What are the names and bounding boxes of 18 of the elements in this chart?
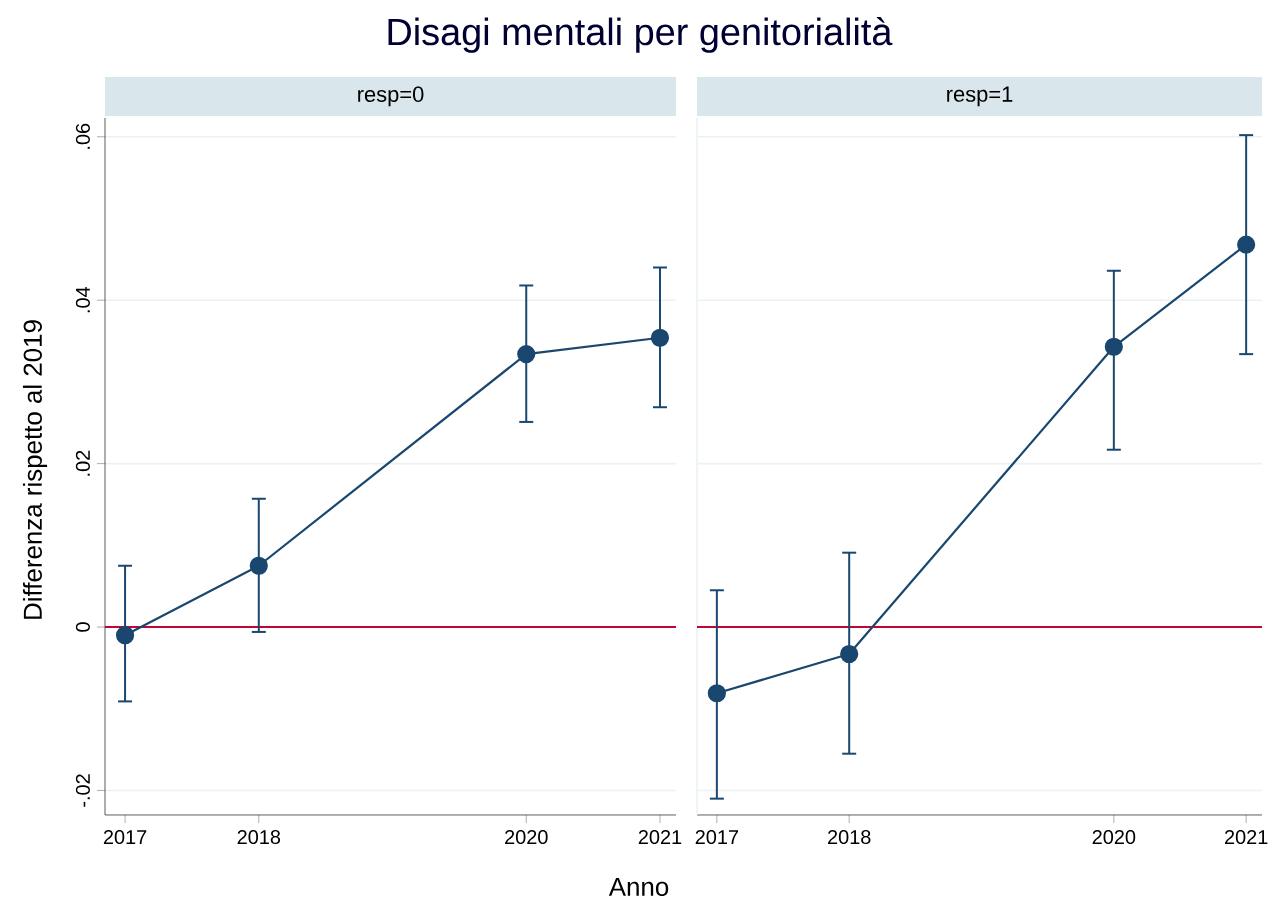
y-tick-label: -.02 (75, 774, 90, 807)
x-tick-label: 2018 (828, 830, 871, 845)
y-axis-title: Differenza rispetto al 2019 (22, 320, 48, 619)
chart-subtitle: resp=0 (358, 86, 424, 107)
x-tick-label: 2020 (505, 830, 548, 845)
chart-title: Disagi mentali per genitorialità (388, 17, 893, 53)
chart-subtitle: resp=1 (947, 86, 1013, 107)
x-tick-label: 2021 (1224, 830, 1268, 845)
x-tick-label: 2017 (695, 830, 739, 845)
x-tick-label: 2017 (103, 830, 147, 845)
x-tick-label: 2021 (638, 830, 682, 845)
x-axis-title: Anno (608, 877, 669, 897)
y-tick-label: .04 (75, 286, 90, 313)
y-tick-label: .02 (75, 450, 90, 476)
y-tick-label: 0 (75, 622, 90, 632)
y-tick-label: .06 (75, 123, 90, 149)
x-tick-label: 2020 (1092, 830, 1136, 845)
x-tick-label: 2018 (237, 830, 281, 845)
